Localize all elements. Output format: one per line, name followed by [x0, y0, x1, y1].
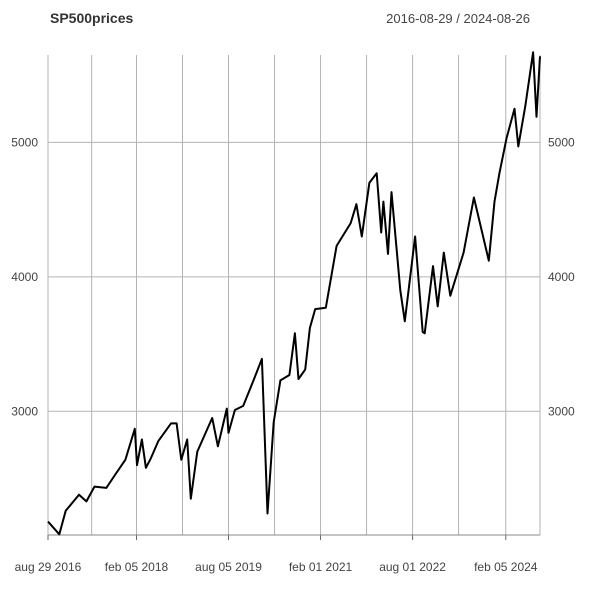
- y-tick-label-left: 4000: [11, 270, 38, 284]
- x-tick-label: feb 05 2024: [474, 560, 538, 574]
- y-tick-label-right: 4000: [548, 270, 575, 284]
- y-tick-label-left: 5000: [11, 135, 38, 149]
- y-tick-label-right: 5000: [548, 135, 575, 149]
- tick-labels: aug 29 2016 feb 05 2018 aug 05 2019 feb 01 …: [11, 135, 575, 574]
- price-line: [47, 51, 541, 536]
- x-tick-label: aug 05 2019: [195, 560, 262, 574]
- chart-title: SP500prices: [50, 10, 134, 26]
- gridlines: [47, 55, 541, 540]
- y-tick-label-left: 3000: [11, 404, 38, 418]
- x-tick-label: aug 01 2022: [379, 560, 446, 574]
- date-range: 2016-08-29 / 2024-08-26: [386, 11, 530, 26]
- y-tick-label-right: 3000: [548, 404, 575, 418]
- x-tick-label: feb 01 2021: [289, 560, 353, 574]
- x-tick-label: aug 29 2016: [15, 560, 82, 574]
- x-tick-label: feb 05 2018: [105, 560, 169, 574]
